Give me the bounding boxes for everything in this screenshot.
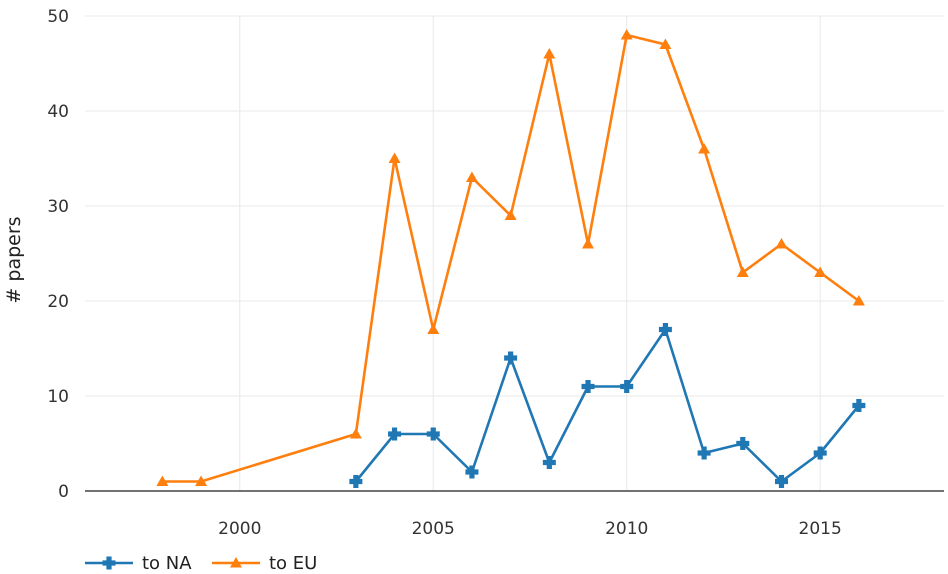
series-line-to-na — [354, 328, 860, 483]
y-tick-label: 0 — [58, 482, 69, 502]
legend-item-to-eu[interactable]: to EU — [212, 553, 317, 574]
data-point-to-na — [697, 446, 711, 460]
data-point-to-na — [542, 456, 556, 469]
data-point-to-eu — [465, 171, 478, 182]
legend-label-to-eu: to EU — [269, 553, 317, 574]
data-point-to-na — [620, 380, 634, 393]
legend-item-to-na[interactable]: to NA — [85, 553, 192, 574]
data-point-to-eu — [427, 323, 440, 334]
y-tick-label: 10 — [47, 387, 69, 407]
legend[interactable]: to NA to EU — [85, 553, 317, 574]
data-point-to-na — [388, 427, 402, 441]
data-point-to-eu — [814, 266, 827, 277]
y-axis-title: # papers — [3, 216, 25, 303]
data-point-to-na — [504, 351, 518, 365]
series-line-to-eu — [162, 33, 860, 483]
x-tick-label: 2010 — [605, 519, 648, 539]
y-tick-label: 50 — [47, 7, 69, 27]
data-point-to-eu — [582, 238, 595, 249]
data-point-to-eu — [852, 295, 865, 306]
data-point-to-na — [852, 399, 866, 412]
legend-label-to-na: to NA — [142, 553, 192, 574]
tick-labels: 0 10 20 30 40 50 2000 2005 2010 2015 — [47, 7, 841, 539]
data-point-to-na — [465, 465, 479, 479]
data-point-to-eu — [775, 238, 788, 249]
x-tick-label: 2000 — [218, 519, 261, 539]
data-point-to-na — [736, 437, 750, 450]
y-tick-label: 20 — [47, 292, 69, 312]
x-tick-label: 2015 — [799, 519, 842, 539]
data-point-to-na — [426, 427, 440, 441]
y-tick-label: 40 — [47, 102, 69, 122]
data-point-to-eu — [349, 428, 362, 439]
data-point-to-eu — [543, 48, 556, 59]
data-point-to-eu — [620, 29, 633, 40]
data-point-to-eu — [736, 266, 749, 277]
data-point-to-eu — [156, 475, 169, 486]
data-point-to-na — [658, 323, 672, 336]
data-point-to-na — [774, 475, 788, 488]
y-tick-label: 30 — [47, 197, 69, 217]
legend-marker-to-eu — [230, 557, 242, 568]
series-to-na — [349, 323, 866, 488]
grid — [85, 15, 944, 491]
data-point-to-eu — [659, 38, 672, 49]
legend-marker-to-na — [102, 556, 116, 570]
data-point-to-eu — [388, 152, 401, 163]
data-point-to-na — [349, 475, 363, 488]
series-group — [156, 29, 866, 488]
data-point-to-na — [813, 446, 827, 460]
series-to-eu — [156, 29, 865, 486]
x-tick-label: 2005 — [412, 519, 455, 539]
data-point-to-na — [581, 380, 595, 393]
data-point-to-eu — [504, 209, 517, 220]
data-point-to-eu — [195, 475, 208, 486]
data-point-to-eu — [698, 143, 711, 154]
